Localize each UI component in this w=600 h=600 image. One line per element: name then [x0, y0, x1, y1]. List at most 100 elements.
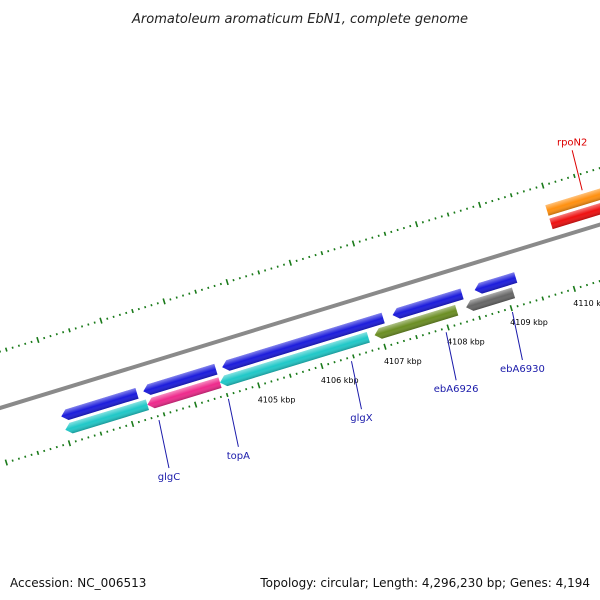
tick-mark: [529, 188, 532, 191]
tick-mark: [365, 351, 368, 354]
scale-label: 4105 kbp: [258, 395, 296, 404]
label-leader-line: [227, 398, 239, 447]
gene-arrow-shading: [222, 312, 385, 371]
tick-mark: [503, 195, 506, 199]
tick-mark: [446, 212, 450, 217]
tick-mark: [579, 285, 582, 289]
tick-mark: [409, 224, 412, 228]
tick-mark: [434, 217, 437, 220]
tick-mark: [93, 434, 96, 437]
tick-mark: [74, 327, 77, 330]
tick-mark: [301, 370, 305, 374]
tick-mark: [434, 330, 437, 333]
tick-mark: [264, 269, 267, 272]
tick-mark: [428, 219, 431, 222]
tick-mark: [207, 286, 210, 290]
tick-mark: [421, 221, 424, 224]
tick-mark: [554, 293, 557, 296]
tick-mark: [402, 339, 406, 343]
tick-mark: [118, 313, 121, 317]
tick-mark: [402, 226, 405, 230]
gene-arrow-shading: [219, 331, 370, 387]
scale-label: 4106 kbp: [321, 376, 359, 385]
tick-mark: [4, 459, 8, 466]
tick-mark: [396, 228, 399, 232]
tick-mark: [169, 298, 172, 301]
tick-mark: [560, 178, 563, 181]
tick-mark: [188, 292, 191, 295]
tick-mark: [30, 340, 33, 344]
tick-mark: [251, 386, 254, 389]
tick-mark: [43, 449, 46, 453]
tick-mark: [130, 420, 135, 428]
tick-mark: [466, 320, 469, 323]
gene-arrow-shading: [549, 189, 600, 230]
tick-mark: [150, 304, 153, 307]
scale-label: 4110 kbp: [573, 299, 600, 308]
gene-arrow-shading: [65, 399, 150, 434]
tick-mark: [339, 359, 342, 362]
tick-mark: [137, 307, 140, 311]
tick-mark: [238, 277, 241, 280]
tick-mark: [535, 186, 538, 189]
tick-mark: [175, 296, 178, 299]
tick-mark: [535, 299, 538, 302]
tick-mark: [106, 430, 109, 433]
tick-mark: [93, 321, 96, 324]
tick-mark: [118, 426, 121, 429]
gene-label-glgx: glgX: [350, 413, 372, 424]
tick-mark: [181, 407, 185, 410]
tick-mark: [390, 230, 393, 234]
scale-ticks: [4, 279, 600, 466]
tick-mark: [346, 357, 349, 360]
tick-mark: [276, 265, 279, 268]
scale-labels: 4105 kbp 4106 kbp 4107 kbp 4108 kbp 4109 kbp…: [258, 299, 600, 404]
tick-mark: [453, 211, 456, 214]
tick-mark: [352, 354, 355, 359]
tick-mark: [87, 436, 90, 439]
tick-mark: [288, 259, 292, 266]
tick-mark: [17, 344, 20, 347]
tick-mark: [491, 312, 494, 316]
tick-mark: [484, 314, 488, 318]
tick-mark: [62, 331, 65, 334]
gene-labels: rpoN2ebA6933ebA6934glgCtopAglgXebA6926eb…: [158, 137, 588, 483]
tick-mark: [43, 336, 46, 340]
tick-mark: [560, 291, 563, 294]
tick-mark: [68, 328, 71, 333]
label-leader-line: [350, 361, 362, 410]
tick-mark: [503, 308, 506, 312]
tick-mark: [24, 342, 27, 346]
tick-mark: [295, 372, 298, 375]
tick-mark: [74, 440, 77, 443]
tick-mark: [17, 457, 21, 460]
map-title: Aromatoleum aromaticum EbN1, complete ge…: [131, 12, 468, 27]
tick-mark: [106, 317, 109, 320]
tick-mark: [308, 255, 311, 259]
tick-mark: [225, 278, 229, 286]
tick-mark: [81, 438, 84, 441]
tick-mark: [213, 284, 216, 288]
gene-label-rpon2: rpoN2: [557, 137, 587, 148]
tick-mark: [320, 250, 324, 256]
scale-label: 4109 kbp: [510, 318, 548, 327]
tick-mark: [465, 207, 469, 210]
tick-mark: [257, 270, 261, 275]
tick-mark: [333, 248, 336, 251]
gene-arrow-shading: [474, 272, 518, 294]
tick-mark: [112, 315, 115, 318]
tick-mark: [333, 361, 336, 364]
tick-mark: [459, 209, 462, 212]
tick-mark: [4, 347, 8, 352]
tick-mark: [36, 450, 40, 456]
tick-mark: [314, 253, 317, 257]
genome-track: 4105 kbp 4106 kbp 4107 kbp 4108 kbp 4109 kbp…: [0, 142, 600, 466]
tick-mark: [144, 305, 147, 309]
tick-mark: [11, 459, 14, 462]
tick-mark: [245, 275, 248, 278]
tick-mark: [99, 317, 103, 324]
tick-mark: [472, 205, 475, 209]
tick-mark: [478, 201, 482, 208]
tick-mark: [36, 336, 40, 344]
tick-mark: [137, 420, 140, 424]
